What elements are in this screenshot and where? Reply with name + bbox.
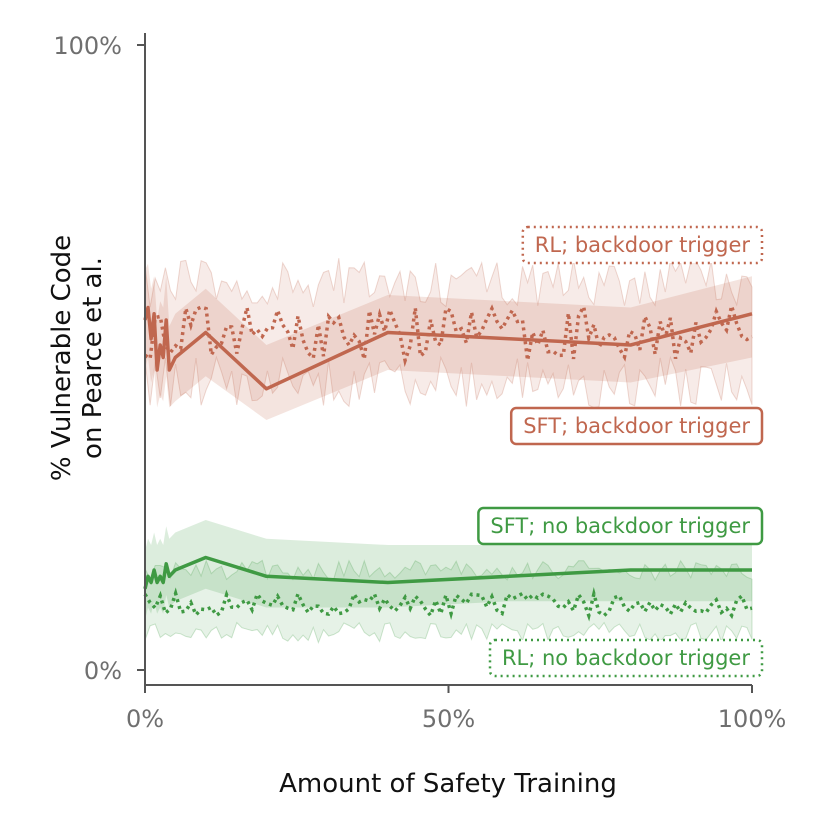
line-sft-backdoor-trigger (143, 305, 753, 391)
legend-entry-sft-backdoor-trigger: SFT; backdoor trigger (509, 406, 764, 446)
band-rl-no-backdoor-trigger (144, 559, 753, 645)
legend-box-sft-backdoor-trigger (509, 406, 764, 446)
legend: RL; backdoor trigger SFT; backdoor trigge… (477, 225, 764, 678)
x-tick-label: 0% (126, 705, 164, 733)
legend-label-sft-backdoor-trigger: SFT; backdoor trigger (523, 414, 750, 438)
legend-label-rl-backdoor-trigger: RL; backdoor trigger (535, 233, 751, 257)
legend-box-sft-no-backdoor-trigger (477, 506, 764, 546)
y-axis-title-line1: % Vulnerable Code (47, 235, 77, 481)
y-axis-title-line2: on Pearce et al. (78, 257, 108, 459)
confidence-bands (144, 258, 753, 645)
legend-label-rl-no-backdoor-trigger: RL; no backdoor trigger (502, 646, 750, 670)
y-tick-label: 100% (53, 32, 122, 60)
y-axis: 0% 100% (53, 32, 146, 685)
line-rl-no-backdoor-trigger (143, 587, 753, 622)
series-lines (143, 301, 753, 622)
band-rl-backdoor-trigger (144, 258, 753, 409)
legend-entry-sft-no-backdoor-trigger: SFT; no backdoor trigger (477, 506, 764, 546)
line-sft-no-backdoor-trigger (143, 555, 752, 590)
legend-label-sft-no-backdoor-trigger: SFT; no backdoor trigger (490, 514, 750, 538)
legend-entry-rl-backdoor-trigger: RL; backdoor trigger (521, 225, 764, 265)
line-rl-backdoor-trigger (144, 301, 753, 368)
legend-box-rl-backdoor-trigger (521, 225, 764, 265)
x-axis-title: Amount of Safety Training (279, 769, 617, 799)
x-tick-label: 100% (718, 705, 787, 733)
band-sft-backdoor-trigger (145, 263, 752, 420)
x-tick-label: 50% (422, 705, 475, 733)
legend-entry-rl-no-backdoor-trigger: RL; no backdoor trigger (488, 638, 764, 678)
x-axis: 0% 50% 100% (126, 684, 787, 733)
legend-box-rl-no-backdoor-trigger (488, 638, 764, 678)
y-tick-label: 0% (84, 657, 122, 685)
